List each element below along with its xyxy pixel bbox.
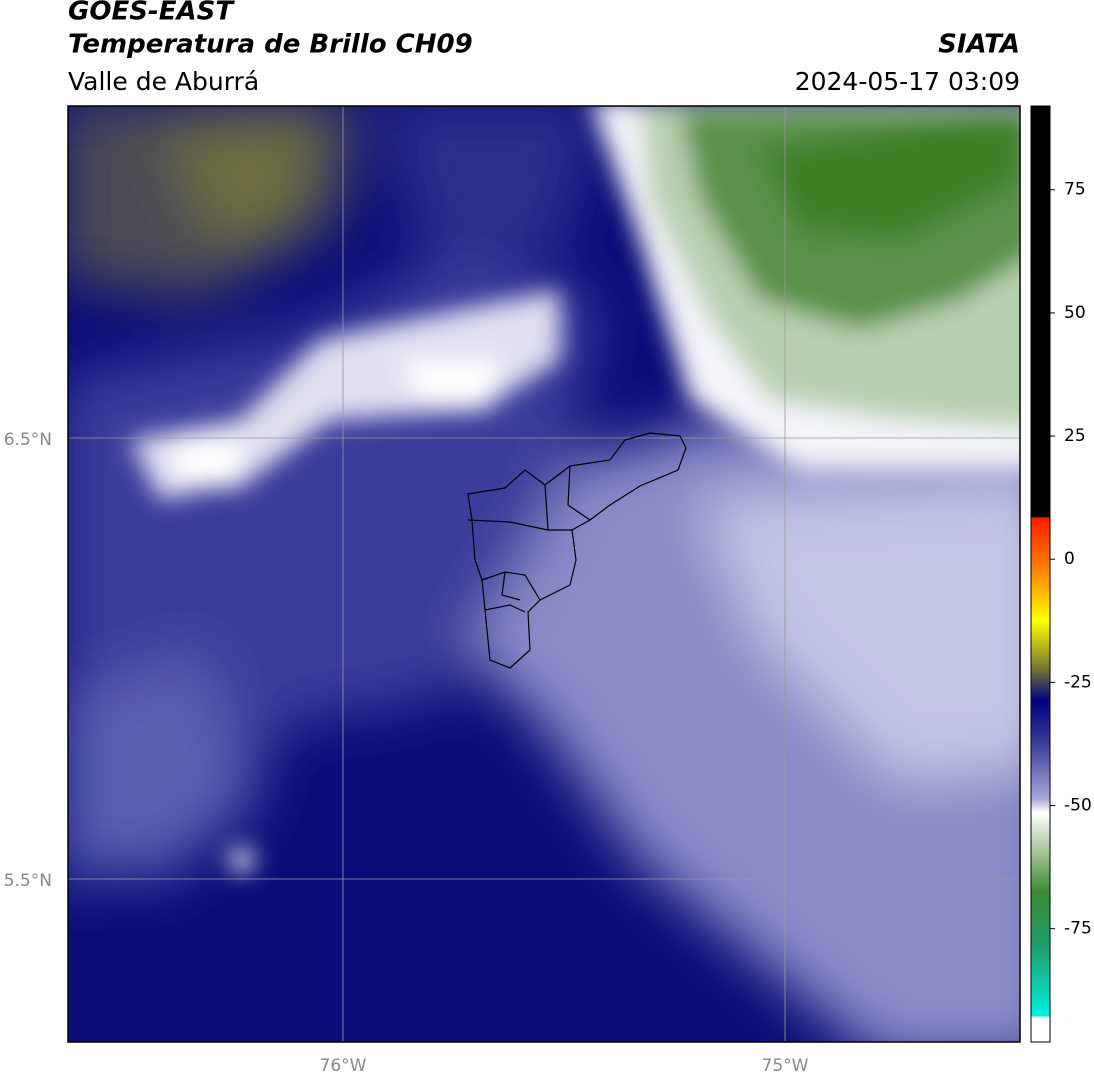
colorbar-tick-label: 75 bbox=[1064, 180, 1086, 200]
satellite-image bbox=[68, 106, 1020, 1042]
region: Valle de Aburrá bbox=[68, 67, 259, 96]
colorbar-tick-label: 50 bbox=[1064, 303, 1086, 323]
lat-label: 6.5°N bbox=[4, 430, 52, 450]
lon-label: 76°W bbox=[320, 1056, 367, 1076]
title: GOES-EAST bbox=[68, 0, 235, 27]
municipal-boundaries bbox=[467, 432, 687, 669]
lat-label: 5.5°N bbox=[4, 871, 52, 891]
lon-label: 75°W bbox=[762, 1056, 809, 1076]
colorbar-tick-label: -75 bbox=[1064, 919, 1092, 939]
colorbar-tick-label: 0 bbox=[1064, 549, 1075, 569]
colorbar-tick-label: -25 bbox=[1064, 672, 1092, 692]
source: SIATA bbox=[938, 30, 1020, 60]
subtitle: Temperatura de Brillo CH09 bbox=[68, 30, 473, 60]
colorbar-tick-label: -50 bbox=[1064, 796, 1092, 816]
colorbar-tick-label: 25 bbox=[1064, 426, 1086, 446]
map-frame bbox=[67, 105, 1021, 1043]
colorbar bbox=[1030, 105, 1051, 1043]
datetime: 2024-05-17 03:09 bbox=[795, 67, 1020, 96]
